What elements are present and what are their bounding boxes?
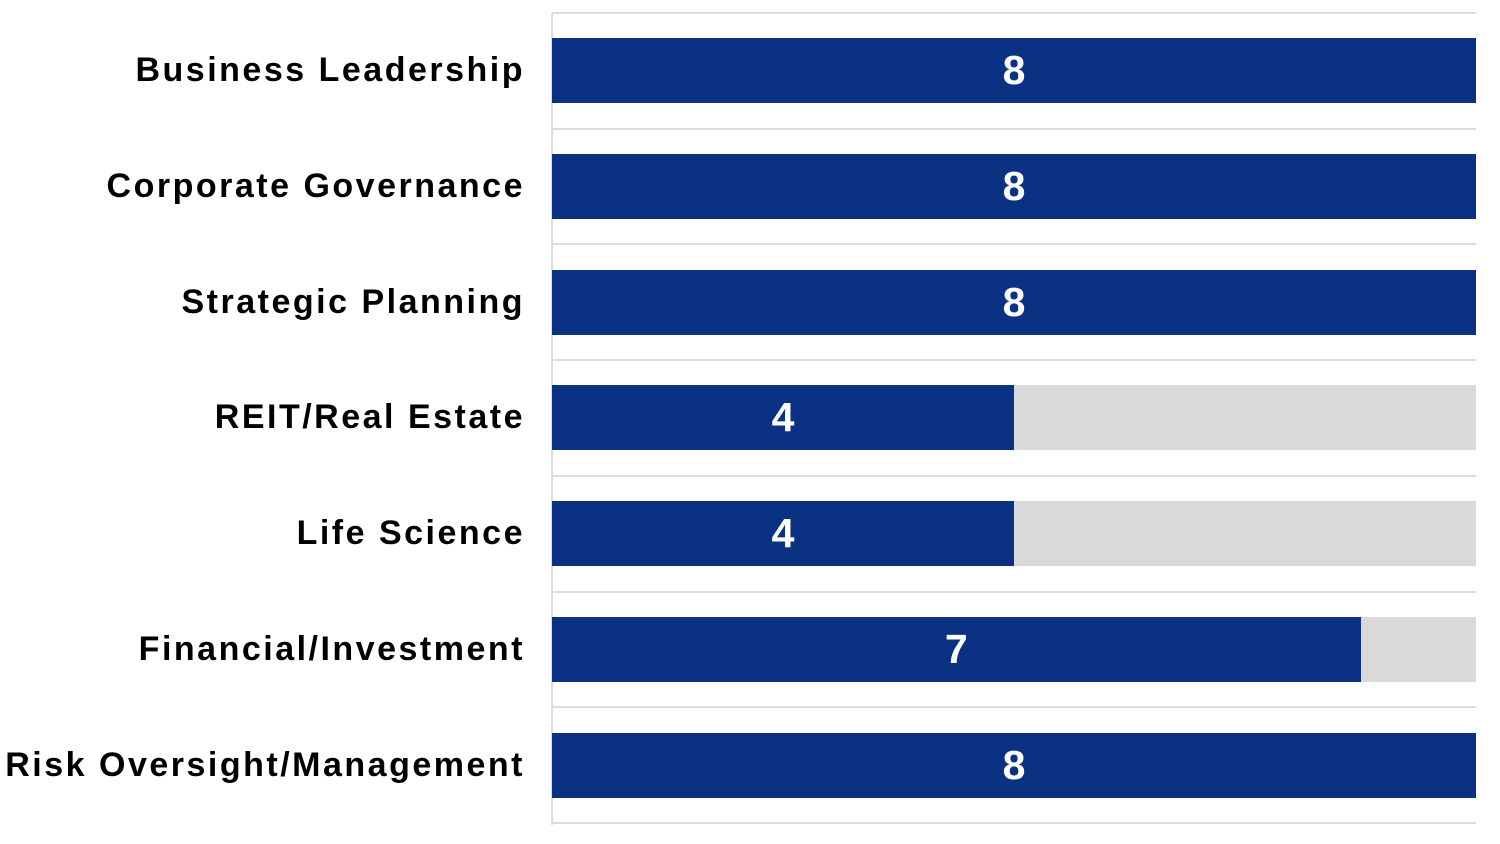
chart-row: REIT/Real Estate 4 (0, 359, 1500, 476)
bar-track: 8 (552, 269, 1476, 335)
bar-track: 8 (552, 38, 1476, 104)
bar-value-label: 8 (1002, 741, 1026, 788)
chart-row: Financial/Investment 7 (0, 590, 1500, 708)
bar-fill: 4 (552, 385, 1014, 451)
bar-track: 4 (552, 385, 1476, 451)
category-label: Strategic Planning (181, 282, 525, 321)
bar-band: 4 (552, 359, 1476, 476)
chart-row: Business Leadership 8 (0, 12, 1500, 129)
bar-track: 7 (552, 616, 1476, 682)
bar-value-label: 4 (771, 394, 795, 441)
bar-value-label: 4 (771, 510, 795, 557)
bar-value-label: 8 (1002, 278, 1026, 325)
bar-track: 4 (552, 501, 1476, 567)
category-label: Financial/Investment (138, 629, 525, 668)
bar-fill: 8 (552, 732, 1476, 798)
category-label: Risk Oversight/Management (5, 745, 525, 784)
chart-row: Risk Oversight/Management 8 (0, 706, 1500, 823)
bar-fill: 4 (552, 501, 1014, 567)
bar-track: 8 (552, 154, 1476, 220)
category-label: Life Science (296, 514, 525, 553)
bar-track: 8 (552, 732, 1476, 798)
bar-fill: 7 (552, 616, 1361, 682)
bar-value-label: 7 (944, 625, 968, 672)
bar-band: 4 (552, 474, 1476, 592)
chart-rows: Business Leadership 8 Corporate Governan… (0, 12, 1500, 823)
bar-fill: 8 (552, 38, 1476, 104)
chart-row: Strategic Planning 8 (0, 243, 1500, 360)
plot-bottom-gridline (552, 822, 1476, 824)
bar-value-label: 8 (1002, 47, 1026, 94)
chart-row: Life Science 4 (0, 474, 1500, 592)
bar-band: 8 (552, 12, 1476, 129)
bar-band: 8 (552, 243, 1476, 360)
bar-band: 8 (552, 127, 1476, 245)
category-label: REIT/Real Estate (214, 398, 525, 437)
bar-band: 7 (552, 590, 1476, 708)
category-label: Business Leadership (135, 51, 525, 90)
chart-row: Corporate Governance 8 (0, 127, 1500, 245)
bar-fill: 8 (552, 154, 1476, 220)
bar-fill: 8 (552, 269, 1476, 335)
category-label: Corporate Governance (106, 167, 525, 206)
bar-value-label: 8 (1002, 163, 1026, 210)
bar-band: 8 (552, 706, 1476, 823)
